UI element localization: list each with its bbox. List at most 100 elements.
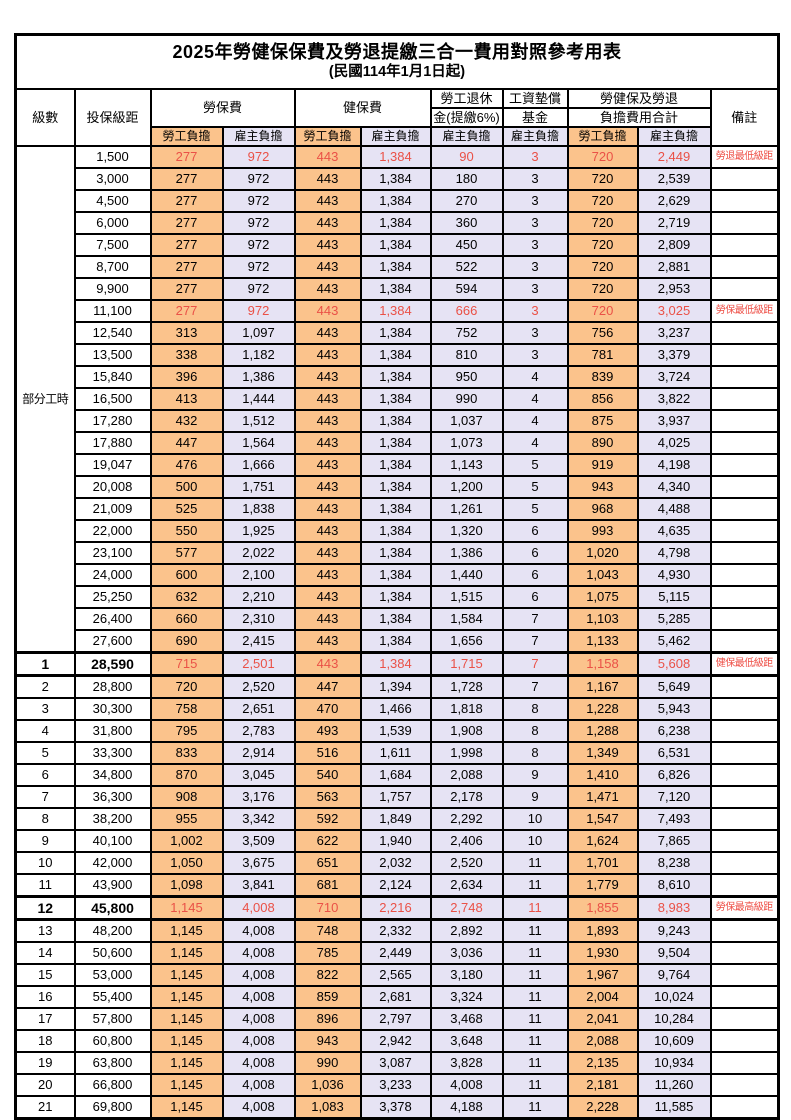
value-cell: 2,539 (636, 167, 712, 191)
value-cell: 9 (501, 763, 569, 787)
bracket-cell: 42,000 (73, 851, 152, 875)
level-cell: 4 (14, 719, 76, 743)
value-cell: 859 (293, 985, 362, 1009)
table-row: 7 36,300 908 3,176 563 1,757 2,178 9 1,471 7,120 (14, 785, 780, 809)
value-cell: 972 (221, 255, 296, 279)
value-cell: 11 (501, 851, 569, 875)
value-cell: 3,025 (636, 299, 712, 323)
value-cell: 1,940 (359, 829, 432, 853)
value-cell: 11 (501, 1051, 569, 1075)
value-cell: 2,004 (566, 985, 639, 1009)
bracket-cell: 43,900 (73, 873, 152, 898)
value-cell: 1,394 (359, 674, 432, 699)
value-cell: 2,797 (359, 1007, 432, 1031)
remark-cell (709, 211, 780, 235)
value-cell: 1,075 (566, 585, 639, 609)
table-title-block: 2025年勞健保保費及勞退提繳三合一費用對照參考用表 (民國114年1月1日起) (14, 33, 780, 90)
value-cell: 4,008 (221, 941, 296, 965)
value-cell: 1,471 (566, 785, 639, 809)
value-cell: 2,032 (359, 851, 432, 875)
value-cell: 11 (501, 895, 569, 921)
bracket-cell: 17,880 (73, 431, 152, 455)
remark-cell (709, 873, 780, 898)
value-cell: 1,145 (149, 1073, 224, 1097)
value-cell: 10,934 (636, 1051, 712, 1075)
value-cell: 443 (293, 475, 362, 499)
value-cell: 1,384 (359, 585, 432, 609)
table-row: 12,540 313 1,097 443 1,384 752 3 756 3,237 (16, 321, 780, 345)
col-header-level: 級數 (14, 88, 76, 147)
col-header-labor-insurance: 勞保費 (149, 88, 296, 128)
value-cell: 1,440 (429, 563, 504, 587)
bracket-cell: 22,000 (73, 519, 152, 543)
value-cell: 1,384 (359, 607, 432, 631)
value-cell: 2,415 (221, 629, 296, 654)
value-cell: 752 (429, 321, 504, 345)
level-cell: 19 (14, 1051, 76, 1075)
page-title: 2025年勞健保保費及勞退提繳三合一費用對照參考用表 (172, 42, 622, 63)
value-cell: 720 (566, 167, 639, 191)
value-cell: 2,135 (566, 1051, 639, 1075)
remark-cell (709, 453, 780, 477)
remark-cell: 勞退最低級距 (709, 145, 780, 169)
table-row: 8,700 277 972 443 1,384 522 3 720 2,881 (16, 255, 780, 279)
header-row-1: 級數 投保級距 勞保費 健保費 勞工退休 工資墊償 勞健保及勞退 備註 (14, 88, 780, 147)
value-cell: 1,384 (359, 299, 432, 323)
value-cell: 1,666 (221, 453, 296, 477)
table-row: 6,000 277 972 443 1,384 360 3 720 2,719 (16, 211, 780, 235)
value-cell: 8,238 (636, 851, 712, 875)
value-cell: 1,384 (359, 519, 432, 543)
value-cell: 1,539 (359, 719, 432, 743)
value-cell: 2,501 (221, 651, 296, 677)
value-cell: 447 (149, 431, 224, 455)
value-cell: 11 (501, 918, 569, 943)
remark-cell (709, 1051, 780, 1075)
value-cell: 720 (566, 233, 639, 257)
value-cell: 2,041 (566, 1007, 639, 1031)
level-cell: 1 (14, 651, 76, 677)
value-cell: 6,531 (636, 741, 712, 765)
value-cell: 4,008 (221, 1029, 296, 1053)
value-cell: 1,158 (566, 651, 639, 677)
value-cell: 1,384 (359, 475, 432, 499)
value-cell: 443 (293, 299, 362, 323)
subheader-health-employee: 勞工負擔 (293, 126, 362, 147)
bracket-cell: 63,800 (73, 1051, 152, 1075)
value-cell: 2,124 (359, 873, 432, 898)
value-cell: 443 (293, 585, 362, 609)
value-cell: 277 (149, 167, 224, 191)
value-cell: 1,384 (359, 277, 432, 301)
value-cell: 1,656 (429, 629, 504, 654)
level-cell: 18 (14, 1029, 76, 1053)
value-cell: 3 (501, 343, 569, 367)
value-cell: 10 (501, 829, 569, 853)
value-cell: 2,332 (359, 918, 432, 943)
value-cell: 432 (149, 409, 224, 433)
title-row: 2025年勞健保保費及勞退提繳三合一費用對照參考用表 (民國114年1月1日起) (14, 33, 780, 90)
bracket-cell: 12,540 (73, 321, 152, 345)
value-cell: 8 (501, 719, 569, 743)
subheader-health-employer: 雇主負擔 (359, 126, 432, 147)
value-cell: 396 (149, 365, 224, 389)
value-cell: 2,228 (566, 1095, 639, 1120)
value-cell: 1,701 (566, 851, 639, 875)
bracket-cell: 31,800 (73, 719, 152, 743)
table-row: 17,280 432 1,512 443 1,384 1,037 4 875 3,937 (16, 409, 780, 433)
value-cell: 540 (293, 763, 362, 787)
bracket-cell: 11,100 (73, 299, 152, 323)
value-cell: 972 (221, 233, 296, 257)
value-cell: 4,340 (636, 475, 712, 499)
table-row: 21 69,800 1,145 4,008 1,083 3,378 4,188 11 2,228… (14, 1095, 780, 1120)
value-cell: 8,983 (636, 895, 712, 921)
bracket-cell: 57,800 (73, 1007, 152, 1031)
value-cell: 1,466 (359, 697, 432, 721)
bracket-cell: 23,100 (73, 541, 152, 565)
value-cell: 1,728 (429, 674, 504, 699)
page-subtitle: (民國114年1月1日起) (328, 64, 466, 81)
value-cell: 8 (501, 741, 569, 765)
value-cell: 993 (566, 519, 639, 543)
table-row: 5 33,300 833 2,914 516 1,611 1,998 8 1,349 6,531 (14, 741, 780, 765)
remark-cell (709, 167, 780, 191)
value-cell: 313 (149, 321, 224, 345)
remark-cell (709, 475, 780, 499)
